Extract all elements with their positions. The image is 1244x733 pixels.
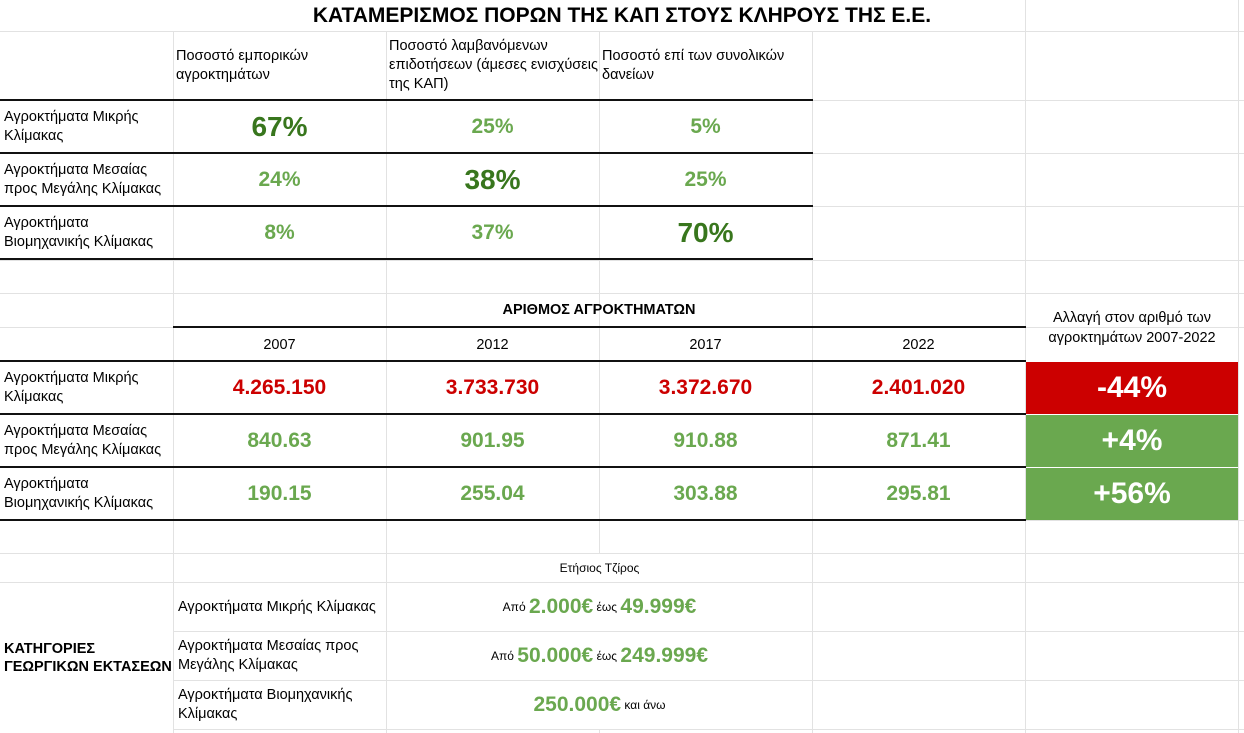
t1-value: 38%: [464, 164, 521, 195]
range-from: 2.000€: [528, 595, 594, 618]
t3-row-label-medium: Αγροκτήματα Μεσαίας προς Μεγάλης Κλίμακα…: [178, 638, 359, 673]
t2-row-label-small: Αγροκτήματα Μικρής Κλίμακας: [4, 370, 139, 405]
t2-value: 4.265.150: [232, 376, 327, 399]
t2-value: 3.372.670: [658, 376, 753, 399]
t2-value: 295.81: [886, 482, 951, 505]
t1-row-label-small: Αγροκτήματα Μικρής Κλίμακας: [4, 109, 139, 144]
range-from: 50.000€: [517, 644, 594, 667]
range-from: 250.000€: [533, 693, 622, 716]
t1-value: 25%: [471, 115, 514, 138]
range-to: 249.999€: [620, 644, 709, 667]
t1-value: 5%: [690, 115, 721, 138]
t1-row-label-industrial: Αγροκτήματα Βιομηχανικής Κλίμακας: [4, 215, 154, 250]
from-word: Από: [502, 600, 526, 614]
change-value-industrial: +56%: [1026, 468, 1238, 520]
t2-value: 910.88: [673, 429, 738, 452]
t1-row-label-medium: Αγροκτήματα Μεσαίας προς Μεγάλης Κλίμακα…: [4, 162, 162, 197]
t2-value: 840.63: [247, 429, 312, 452]
annual-turnover-header: Ετήσιος Τζίρος: [387, 554, 812, 582]
to-word: έως: [596, 649, 618, 663]
t1-value: 37%: [471, 221, 514, 244]
t2-value: 190.15: [247, 482, 312, 505]
header-commercial-farms: Ποσοστό εμπορικών αγροκτημάτων: [176, 47, 309, 83]
t2-value: 2.401.020: [871, 376, 966, 399]
turnover-range: Από 2.000€ έως 49.999€: [387, 583, 812, 631]
t2-row-label-industrial: Αγροκτήματα Βιομηχανικής Κλίμακας: [4, 476, 154, 511]
t1-value: 25%: [684, 168, 727, 191]
year-header: 2022: [902, 336, 935, 353]
t1-value: 67%: [251, 111, 308, 142]
t2-row-label-medium: Αγροκτήματα Μεσαίας προς Μεγάλης Κλίμακα…: [4, 423, 162, 458]
t1-value: 70%: [677, 217, 734, 248]
change-value-small: -44%: [1026, 362, 1238, 414]
year-header: 2007: [263, 336, 296, 353]
turnover-range: Από 50.000€ έως 249.999€: [387, 632, 812, 680]
category-label: ΚΑΤΗΓΟΡΙΕΣ ΓΕΩΡΓΙΚΩΝ ΕΚΤΑΣΕΩΝ: [0, 583, 173, 733]
header-subsidies: Ποσοστό λαμβανόμενων επιδοτήσεων (άμεσες…: [389, 38, 598, 92]
t1-value: 8%: [264, 221, 295, 244]
year-header: 2017: [689, 336, 722, 353]
t2-value: 901.95: [460, 429, 525, 452]
year-header: 2012: [476, 336, 509, 353]
t3-row-label-small: Αγροκτήματα Μικρής Κλίμακας: [178, 598, 376, 615]
t3-row-label-industrial: Αγροκτήματα Βιομηχανικής Κλίμακας: [178, 687, 353, 722]
range-suffix: και άνω: [624, 698, 666, 712]
to-word: έως: [596, 600, 618, 614]
turnover-range: 250.000€ και άνω: [387, 681, 812, 729]
t2-value: 871.41: [886, 429, 951, 452]
t2-value: 3.733.730: [445, 376, 540, 399]
t2-value: 255.04: [460, 482, 525, 505]
farm-count-title: ΑΡΙΘΜΟΣ ΑΓΡΟΚΤΗΜΑΤΩΝ: [502, 302, 696, 318]
sheet-title: ΚΑΤΑΜΕΡΙΣΜΟΣ ΠΟΡΩΝ ΤΗΣ ΚΑΠ ΣΤΟΥΣ ΚΛΗΡΟΥΣ…: [312, 3, 932, 27]
change-header: Αλλαγή στον αριθμό των αγροκτημάτων 2007…: [1048, 309, 1216, 346]
from-word: Από: [490, 649, 514, 663]
range-to: 49.999€: [620, 595, 697, 618]
t2-value: 303.88: [673, 482, 738, 505]
change-value-medium: +4%: [1026, 415, 1238, 467]
t1-value: 24%: [258, 168, 301, 191]
header-loans: Ποσοστό επί των συνολικών δανείων: [602, 47, 785, 83]
